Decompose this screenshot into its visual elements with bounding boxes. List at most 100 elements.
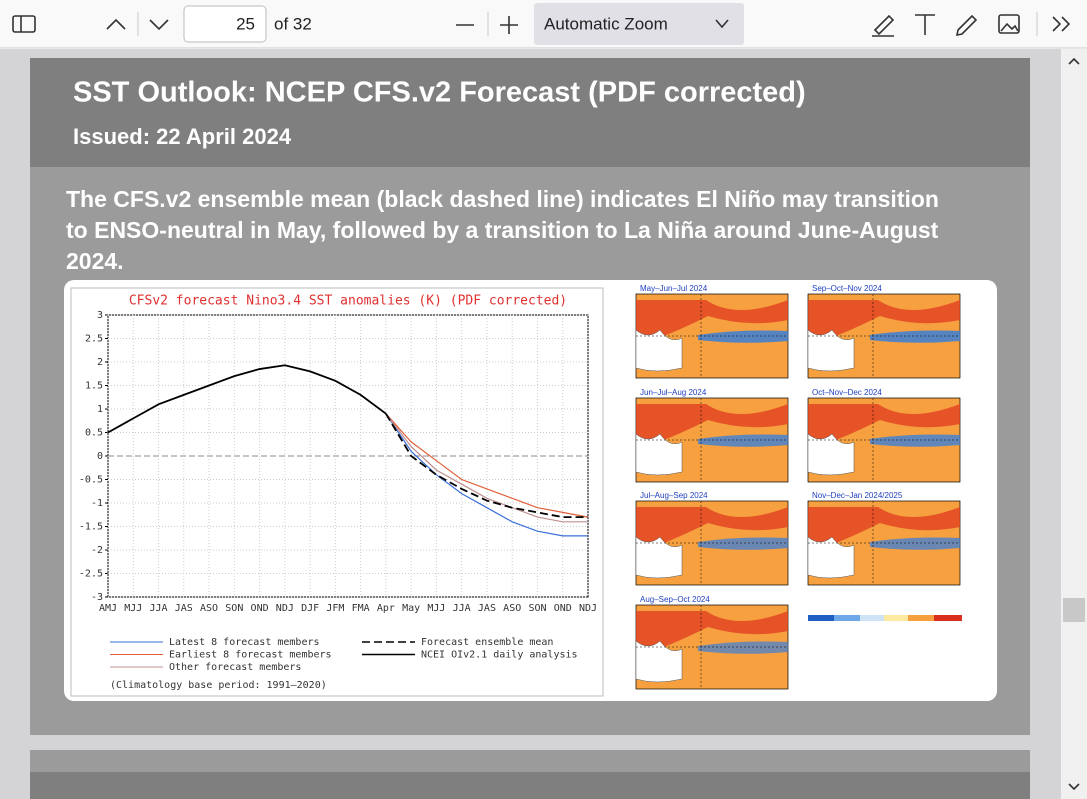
map-title: Jun–Jul–Aug 2024: [640, 388, 707, 397]
x-tick-label: JAS: [175, 603, 193, 614]
map-cool-band: [698, 330, 788, 343]
x-tick-label: Apr: [377, 603, 395, 614]
scrollbar[interactable]: [1061, 49, 1087, 799]
x-tick-label: JFM: [326, 603, 344, 614]
scroll-up[interactable]: [1068, 57, 1080, 65]
more-tools[interactable]: [1052, 16, 1071, 32]
x-tick-label: FMA: [352, 603, 370, 614]
highlight-tool[interactable]: [872, 14, 895, 37]
legend-label: Latest 8 forecast members: [169, 637, 320, 648]
image-tool[interactable]: [998, 14, 1020, 34]
x-tick-label: OND: [251, 603, 269, 614]
slide-issued: Issued: 22 April 2024: [73, 124, 292, 149]
zoom-in[interactable]: [500, 16, 518, 34]
x-tick-label: MJJ: [124, 603, 142, 614]
y-tick-label: 0: [97, 451, 103, 462]
map-warm: [808, 300, 960, 346]
map-land: [635, 329, 683, 372]
map-cool-band: [698, 434, 788, 447]
x-tick-label: MJJ: [427, 603, 445, 614]
scroll-down[interactable]: [1068, 783, 1080, 791]
zoom-arrow: [715, 19, 729, 29]
x-tick-label: AMJ: [99, 603, 117, 614]
chart-note: (Climatology base period: 1991–2020): [110, 680, 327, 691]
y-tick-label: 0.5: [85, 428, 103, 439]
legend-label: NCEI OIv2.1 daily analysis: [421, 650, 578, 661]
maps: May–Jun–Jul 2024 Jun–Jul–Aug 2024 Jul–Aug–…: [635, 284, 961, 690]
x-tick-label: NDJ: [276, 603, 294, 614]
map-warm: [636, 507, 788, 553]
map-land: [635, 433, 683, 476]
map-warm: [808, 507, 960, 553]
legend-label: Forecast ensemble mean: [421, 637, 553, 648]
legend-label: Other forecast members: [169, 662, 301, 673]
draw-tool[interactable]: [955, 14, 978, 37]
map-warm: [636, 611, 788, 657]
y-tick-label: 2.5: [85, 334, 103, 345]
x-tick-label: SON: [225, 603, 243, 614]
series-line: [385, 413, 588, 518]
series-line: [385, 413, 589, 518]
x-tick-label: OND: [554, 603, 572, 614]
map-cool-band: [870, 537, 960, 550]
slide-text-line: 2024.: [66, 248, 124, 274]
x-tick-label: JJA: [149, 603, 167, 614]
series-line: [385, 413, 588, 523]
map-warm: [636, 300, 788, 346]
map-warm: [636, 404, 788, 450]
next-page[interactable]: [149, 19, 169, 31]
colorbar: [808, 615, 962, 621]
page-count: of 32: [274, 14, 312, 33]
series-line: [107, 364, 387, 434]
x-tick-label: NDJ: [579, 603, 597, 614]
y-tick-label: 1: [97, 404, 103, 415]
y-tick-label: 3: [97, 310, 103, 321]
page-input[interactable]: [183, 5, 267, 43]
slide-title: SST Outlook: NCEP CFS.v2 Forecast (PDF c…: [73, 77, 806, 109]
zoom-select[interactable]: [534, 3, 744, 45]
x-tick-label: ASO: [200, 603, 218, 614]
y-tick-label: -2.5: [79, 569, 103, 580]
y-tick-label: -1: [91, 498, 103, 509]
chart-frame: [70, 287, 604, 697]
map-land: [807, 536, 855, 579]
slide-text-line: to ENSO-neutral in May, followed by a tr…: [66, 217, 939, 243]
prev-page[interactable]: [106, 18, 126, 30]
chart-title: CFSv2 forecast Nino3.4 SST anomalies (K)…: [129, 294, 567, 309]
map-title: Jul–Aug–Sep 2024: [640, 491, 708, 500]
map-cool-band: [870, 434, 960, 447]
slide-text: The CFS.v2 ensemble mean (black dashed l…: [66, 186, 939, 274]
map-title: Aug–Sep–Oct 2024: [640, 595, 710, 604]
map-cool-band: [870, 330, 960, 343]
text-tool[interactable]: [915, 14, 935, 35]
series-line: [385, 413, 588, 537]
y-tick-label: -0.5: [79, 475, 103, 486]
map-cool-band: [698, 641, 788, 654]
slide-header: [30, 58, 1030, 167]
scroll-thumb[interactable]: [1063, 598, 1085, 622]
y-tick-label: 2: [97, 357, 103, 368]
sidebar-toggle[interactable]: [12, 15, 36, 33]
map-title: Oct–Nov–Dec 2024: [812, 388, 882, 397]
zoom-label: Automatic Zoom: [544, 14, 668, 33]
map-land: [807, 329, 855, 372]
x-tick-label: ASO: [503, 603, 521, 614]
x-tick-label: JJA: [453, 603, 471, 614]
map-land: [635, 536, 683, 579]
slide-text-line: The CFS.v2 ensemble mean (black dashed l…: [66, 186, 939, 212]
map-land: [635, 640, 683, 683]
x-tick-label: SON: [528, 603, 546, 614]
page-number: 25: [236, 14, 255, 33]
chart: -3 -2.5 -2 -1.5 -1 -0.5 0 0.5 1 1.5 2 2.5 3 AMJ MJJ JJA…: [79, 310, 597, 673]
legend-label: Earliest 8 forecast members: [169, 650, 332, 661]
y-tick-label: 1.5: [85, 381, 103, 392]
map-land: [807, 433, 855, 476]
next-slide-header: [30, 772, 1030, 799]
y-tick-label: -3: [91, 592, 103, 603]
x-tick-label: DJF: [301, 603, 319, 614]
y-tick-label: -2: [91, 545, 103, 556]
map-title: May–Jun–Jul 2024: [640, 284, 708, 293]
x-tick-label: May: [402, 603, 420, 614]
